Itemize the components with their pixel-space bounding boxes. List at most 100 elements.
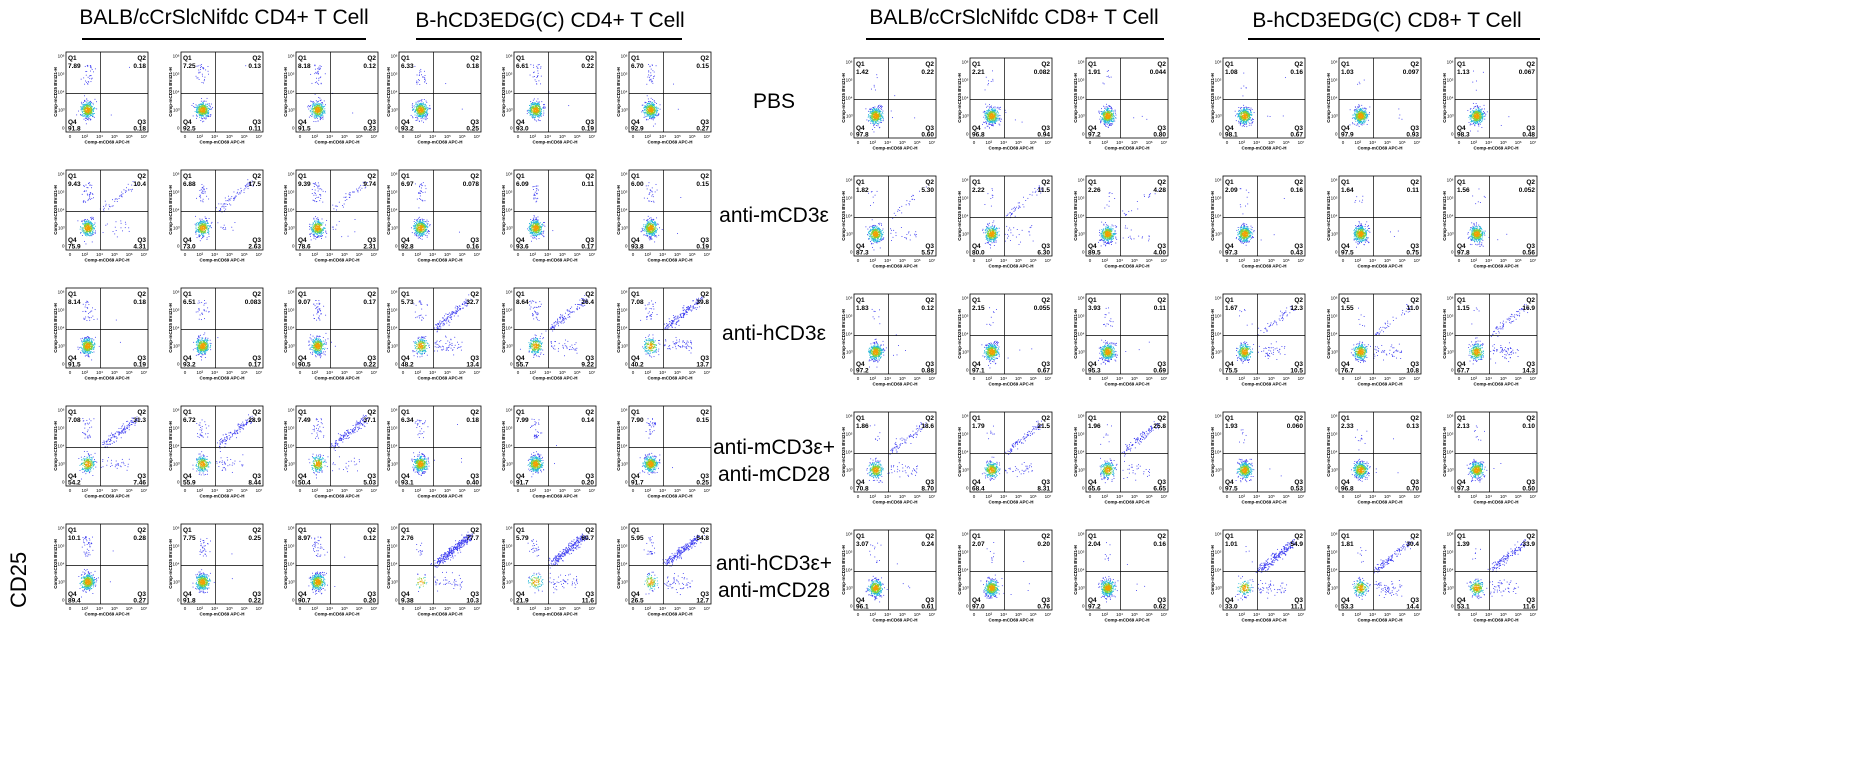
- event-dot: [1247, 109, 1249, 111]
- event-dot: [421, 112, 423, 114]
- event-dot: [421, 109, 423, 111]
- event-dot: [1110, 111, 1111, 113]
- event-dot: [1100, 110, 1102, 112]
- event-dot: [322, 114, 324, 116]
- event-dot: [85, 115, 87, 117]
- event-dot: [426, 114, 428, 116]
- event-dot: [659, 108, 661, 110]
- event-dot: [317, 109, 319, 111]
- y-tick-label: 10⁴: [1331, 96, 1338, 101]
- x-tick-label: 10⁶: [1146, 140, 1153, 145]
- event-dot: [419, 111, 421, 113]
- quadrant-value-q1: 6.33: [401, 63, 414, 70]
- event-dot: [537, 119, 539, 121]
- event-dot: [536, 108, 538, 110]
- event-dot: [875, 120, 877, 122]
- event-dot: [526, 110, 528, 112]
- event-dot: [419, 115, 421, 117]
- quadrant-name-q4: Q4: [183, 119, 192, 126]
- event-dot: [530, 108, 532, 110]
- event-dot: [313, 112, 315, 113]
- event-dot: [312, 101, 314, 103]
- event-dot: [1354, 117, 1356, 118]
- event-dot: [876, 114, 878, 116]
- event-dot: [197, 105, 199, 107]
- quadrant-name-q2: Q2: [700, 55, 709, 62]
- event-dot: [876, 112, 878, 114]
- event-dot: [989, 114, 991, 116]
- event-dot: [1105, 111, 1106, 113]
- event-dot: [206, 108, 208, 110]
- event-dot: [321, 111, 323, 113]
- event-dot: [80, 114, 82, 116]
- event-dot: [419, 74, 420, 76]
- quadrant-value-q4: 93.0: [516, 126, 529, 133]
- event-dot: [536, 83, 538, 85]
- event-dot: [318, 83, 320, 85]
- event-dot: [532, 110, 534, 112]
- event-dot: [423, 113, 425, 115]
- event-dot: [647, 98, 649, 100]
- event-dot: [202, 100, 204, 102]
- event-dot: [90, 111, 92, 113]
- quadrant-name-q1: Q1: [1341, 61, 1350, 68]
- quadrant-value-q1: 8.18: [298, 63, 311, 70]
- event-dot: [986, 119, 988, 120]
- event-dot: [200, 103, 202, 105]
- event-dot: [536, 65, 538, 67]
- event-dot: [540, 113, 542, 115]
- event-dot: [1360, 108, 1362, 110]
- event-dot: [656, 109, 658, 111]
- event-dot: [537, 75, 539, 77]
- event-dot: [416, 116, 418, 118]
- event-dot: [537, 105, 539, 106]
- event-dot: [1242, 110, 1244, 112]
- event-dot: [878, 107, 879, 109]
- event-dot: [204, 100, 205, 102]
- event-dot: [1356, 108, 1357, 110]
- event-dot: [1358, 122, 1360, 124]
- event-dot: [875, 125, 877, 126]
- event-dot: [1354, 118, 1356, 119]
- event-dot: [643, 110, 645, 112]
- quadrant-value-q4: 92.9: [631, 126, 644, 133]
- event-dot: [988, 83, 990, 85]
- event-dot: [312, 114, 314, 116]
- event-dot: [536, 108, 538, 110]
- event-dot: [208, 116, 210, 117]
- event-dot: [205, 108, 207, 110]
- event-dot: [1363, 79, 1365, 81]
- event-dot: [88, 119, 90, 121]
- event-dot: [90, 81, 92, 83]
- x-tick-label: 10⁵: [111, 134, 118, 139]
- event-dot: [533, 107, 535, 109]
- event-dot: [654, 75, 656, 77]
- event-dot: [209, 114, 211, 116]
- row-label-line: anti-mCD28: [694, 577, 854, 604]
- event-dot: [87, 110, 89, 112]
- event-dot: [323, 109, 325, 111]
- event-dot: [198, 110, 200, 112]
- event-dot: [202, 118, 203, 120]
- event-dot: [417, 118, 419, 120]
- event-dot: [311, 116, 313, 117]
- event-dot: [198, 106, 200, 108]
- event-dot: [416, 103, 418, 105]
- event-dot: [995, 115, 996, 117]
- event-dot: [537, 112, 539, 114]
- event-dot: [420, 114, 421, 116]
- event-dot: [309, 110, 311, 112]
- event-dot: [879, 126, 881, 128]
- event-dot: [530, 101, 532, 103]
- event-dot: [316, 112, 318, 114]
- event-dot: [543, 110, 545, 112]
- event-dot: [202, 103, 204, 105]
- event-dot: [1108, 75, 1109, 77]
- y-tick-label: 10³: [1215, 114, 1222, 119]
- event-dot: [314, 107, 315, 109]
- event-dot: [536, 114, 538, 116]
- quadrant-value-q2: 0.16: [1290, 69, 1303, 76]
- event-dot: [997, 106, 999, 108]
- event-dot: [96, 101, 97, 103]
